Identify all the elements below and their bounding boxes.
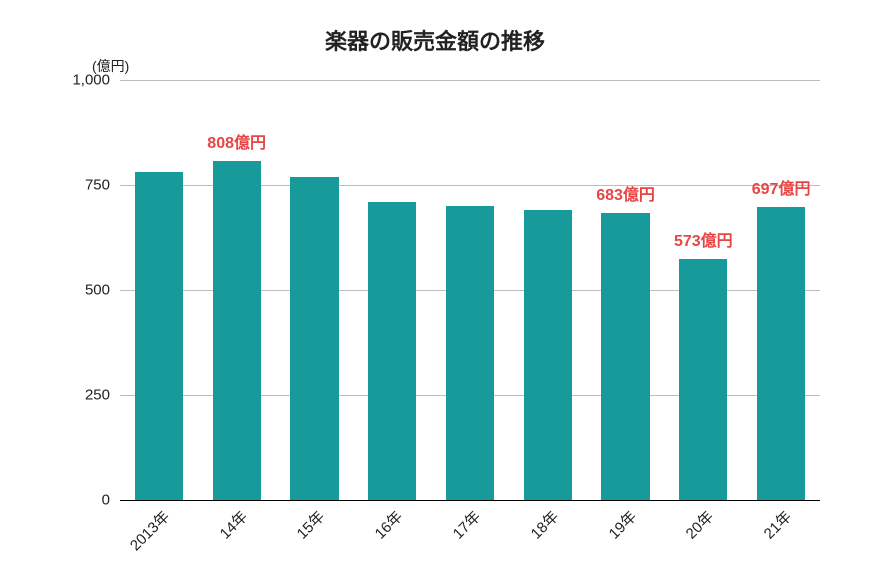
x-tick-label: 21年 bbox=[759, 506, 796, 543]
bar bbox=[679, 259, 727, 500]
x-tick-label: 20年 bbox=[681, 506, 718, 543]
x-tick-label: 15年 bbox=[292, 506, 329, 543]
bar bbox=[368, 202, 416, 500]
plot-area: 02505007501,0002013年14年15年16年17年18年19年20… bbox=[120, 80, 820, 500]
x-tick-label: 18年 bbox=[525, 506, 562, 543]
y-tick-label: 0 bbox=[102, 492, 120, 509]
bar bbox=[213, 161, 261, 500]
bar bbox=[446, 206, 494, 500]
value-label: 573億円 bbox=[674, 227, 733, 251]
bar bbox=[290, 177, 338, 500]
x-tick-label: 14年 bbox=[214, 506, 251, 543]
value-label: 808億円 bbox=[207, 129, 266, 153]
value-label: 697億円 bbox=[752, 175, 811, 199]
bar bbox=[524, 210, 572, 500]
x-tick-label: 16年 bbox=[370, 506, 407, 543]
gridline bbox=[120, 500, 820, 501]
chart-title: 楽器の販売金額の推移 bbox=[0, 24, 870, 56]
bar bbox=[601, 213, 649, 500]
x-tick-label: 19年 bbox=[603, 506, 640, 543]
bar bbox=[757, 207, 805, 500]
bar bbox=[135, 172, 183, 500]
y-tick-label: 1,000 bbox=[72, 72, 120, 89]
x-tick-label: 2013年 bbox=[125, 506, 174, 555]
chart-container: 楽器の販売金額の推移 (億円) 02505007501,0002013年14年1… bbox=[0, 0, 870, 582]
x-tick-label: 17年 bbox=[448, 506, 485, 543]
gridline bbox=[120, 80, 820, 81]
y-tick-label: 250 bbox=[85, 387, 120, 404]
y-tick-label: 750 bbox=[85, 177, 120, 194]
value-label: 683億円 bbox=[596, 181, 655, 205]
y-tick-label: 500 bbox=[85, 282, 120, 299]
